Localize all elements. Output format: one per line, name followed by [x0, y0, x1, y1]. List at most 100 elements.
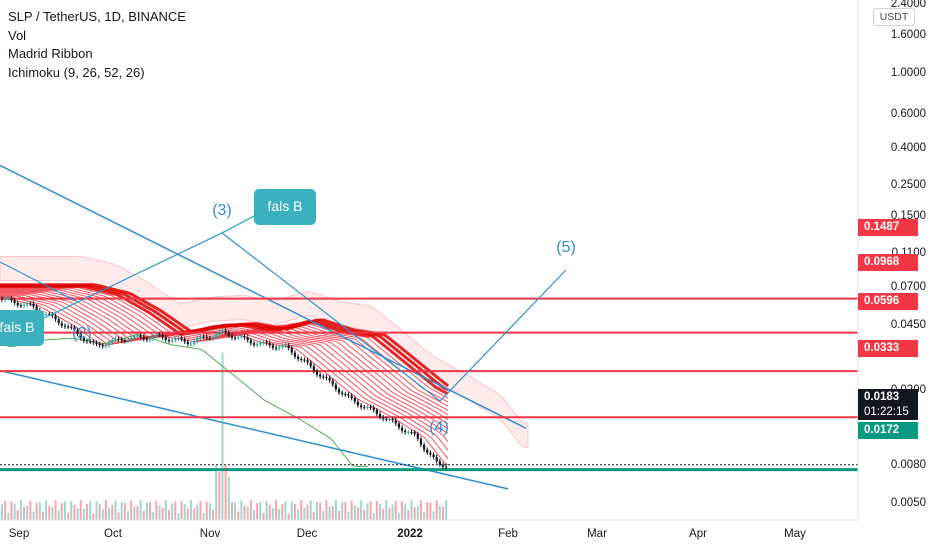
candle-body: [0, 298, 4, 300]
volume-bar: [413, 507, 416, 520]
callout-fals-b-left[interactable]: fals B: [0, 310, 44, 346]
candle-body: [432, 454, 435, 457]
candle-body: [382, 417, 385, 419]
volume-bar: [218, 472, 221, 520]
wave-label-2: (2): [72, 325, 92, 342]
candle-body: [4, 298, 7, 300]
candle-body: [13, 300, 16, 303]
callout-fals-b-upper[interactable]: fals B: [254, 189, 316, 225]
wave-label-5: (5): [556, 239, 576, 256]
legend-ichimoku[interactable]: Ichimoku (9, 26, 52, 26): [8, 64, 145, 80]
candle-body: [353, 398, 356, 402]
madrid-ribbon-line: [0, 293, 449, 434]
volume-bar: [281, 503, 284, 520]
candle-body: [281, 345, 284, 348]
volume-bar: [334, 500, 337, 520]
volume-bar: [338, 511, 341, 520]
volume-bar: [429, 502, 432, 520]
candle-body: [45, 314, 48, 316]
legend-madrid-ribbon[interactable]: Madrid Ribbon: [8, 46, 93, 61]
time-tick: Sep: [8, 528, 30, 540]
volume-bar: [205, 501, 208, 520]
candle-body: [287, 345, 290, 348]
volume-bar: [26, 505, 29, 520]
current-price-label[interactable]: 0.0183 01:22:15: [858, 389, 918, 420]
volume-bar: [1, 504, 3, 520]
candle-body: [246, 337, 249, 341]
volume-bar: [10, 501, 13, 520]
candle-body: [334, 384, 337, 390]
candle-body: [256, 344, 259, 346]
candle-body: [309, 362, 312, 367]
candle-body: [356, 401, 360, 406]
volume-bar: [230, 502, 233, 520]
volume-bar: [60, 503, 63, 520]
candle-body: [441, 464, 445, 467]
time-tick: May: [784, 528, 806, 540]
volume-bar: [385, 500, 388, 520]
candle-body: [139, 335, 142, 338]
price-label-level-4[interactable]: 0.0333: [858, 340, 918, 357]
volume-bar: [193, 508, 196, 520]
price-tick: 0.0450: [890, 319, 926, 331]
price-label-level-2[interactable]: 0.0968: [858, 254, 918, 271]
legend-symbol[interactable]: SLP / TetherUS, 1D, BINANCE: [8, 9, 186, 24]
candle-body: [155, 334, 158, 337]
volume-bar: [394, 500, 397, 520]
candle-body: [259, 342, 262, 345]
price-tick: 0.6000: [890, 108, 926, 120]
volume-bar: [407, 509, 410, 520]
volume-bar: [152, 512, 155, 520]
volume-bar: [240, 500, 243, 520]
candle-body: [117, 338, 120, 340]
candle-body: [186, 341, 189, 344]
candle-body: [70, 326, 73, 328]
time-tick: Nov: [199, 528, 221, 540]
volume-bar: [92, 513, 95, 520]
legend-volume[interactable]: Vol: [8, 27, 27, 43]
candle-body: [375, 410, 378, 414]
price-label-level-3[interactable]: 0.0596: [858, 293, 918, 310]
candle-body: [32, 303, 35, 307]
volume-bar: [111, 505, 114, 520]
volume-bar: [32, 511, 35, 520]
volume-bar: [167, 509, 170, 520]
candle-body: [51, 314, 54, 316]
candle-body: [22, 304, 26, 306]
candle-body: [164, 337, 167, 340]
volume-bar: [284, 501, 287, 520]
volume-bar: [57, 510, 60, 520]
volume-bar: [130, 500, 133, 520]
time-tick: Oct: [104, 528, 122, 540]
volume-bar: [208, 503, 211, 520]
candle-body: [394, 420, 397, 424]
candle-body: [205, 336, 208, 339]
candle-body: [372, 407, 375, 411]
candle-body: [189, 343, 193, 345]
volume-bar: [435, 500, 438, 520]
madrid-ribbon-line: [0, 289, 449, 411]
callout-pointer-upper: [221, 213, 259, 234]
wave-label-4: (4): [429, 419, 449, 436]
volume-bar: [212, 510, 215, 520]
volume-bar: [442, 506, 444, 520]
support-price-label[interactable]: 0.0172: [858, 422, 918, 439]
volume-bar: [438, 505, 441, 520]
candle-body: [167, 339, 171, 341]
candle-body: [208, 338, 211, 340]
candle-body: [63, 325, 67, 327]
volume-bar: [133, 506, 136, 520]
volume-bar: [164, 500, 167, 520]
candle-body: [268, 342, 271, 346]
current-price-value: 0.0183: [864, 391, 900, 403]
volume-bar: [174, 501, 177, 520]
volume-bar: [445, 500, 448, 520]
candle-body: [211, 337, 215, 339]
price-axis[interactable]: 2.4000 1.6000 1.0000 0.6000 0.4000 0.250…: [860, 0, 932, 550]
volume-bar: [89, 501, 92, 520]
time-tick: Apr: [689, 528, 707, 540]
currency-selector[interactable]: USDT: [873, 8, 915, 26]
volume-bar: [186, 508, 189, 520]
price-label-level-1[interactable]: 0.1487: [858, 219, 918, 236]
